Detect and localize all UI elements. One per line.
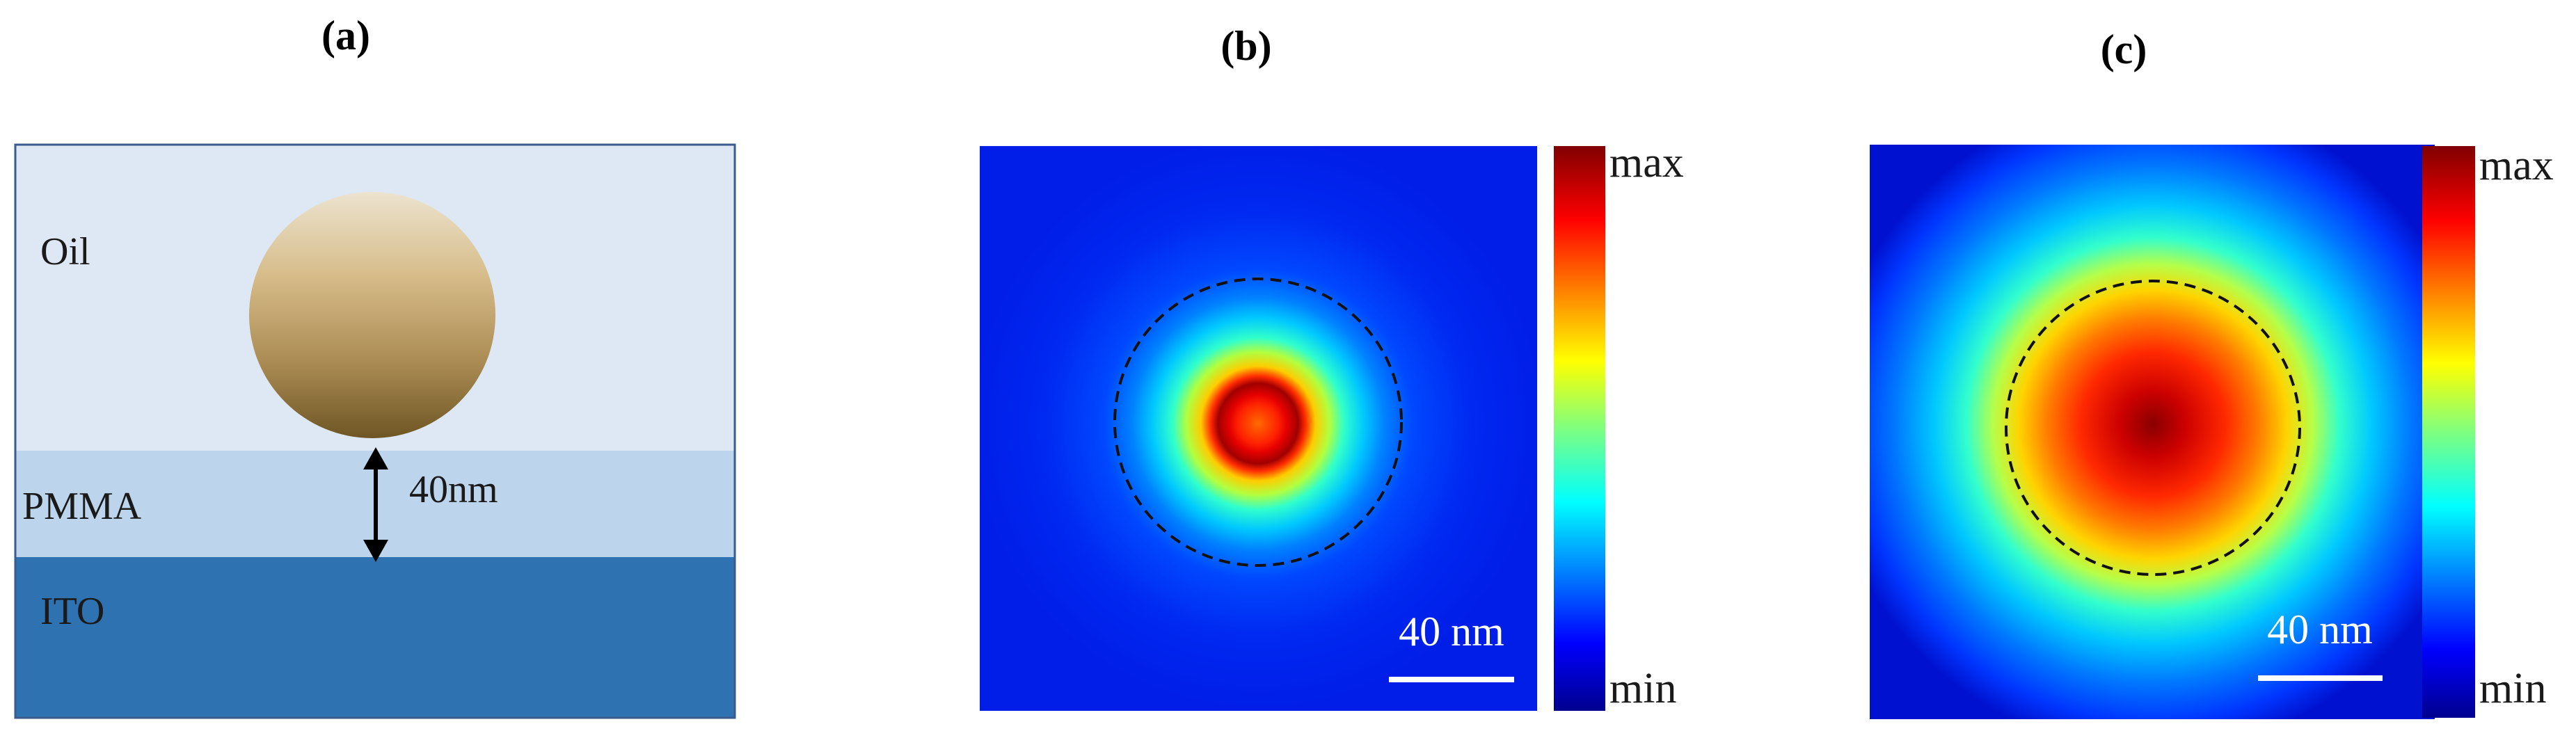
panel-c-label: (c) <box>2101 26 2147 72</box>
ito-label: ITO <box>40 590 104 633</box>
nanoparticle-sphere <box>249 192 495 438</box>
ito-layer <box>15 557 735 718</box>
panel-a-label: (a) <box>321 13 370 58</box>
field-map-b <box>980 146 1537 711</box>
scalebar-label-b: 40 nm <box>1399 609 1504 654</box>
colorbar-min-b: min <box>1609 665 1676 712</box>
gap-double-arrow <box>363 447 388 562</box>
colorbar-b <box>1554 146 1605 711</box>
colorbar-max-b: max <box>1609 139 1684 186</box>
colorbar-min-c: min <box>2479 665 2546 712</box>
panel-c: (c) 40 nm max min <box>1870 26 2554 719</box>
particle-outline-b <box>1113 278 1403 567</box>
particle-outline-c <box>2005 280 2301 576</box>
colorbar-c <box>2422 146 2475 718</box>
layer-frame <box>14 143 736 719</box>
panel-b-label: (b) <box>1221 23 1271 69</box>
scalebar-label-c: 40 nm <box>2267 607 2373 652</box>
oil-label: Oil <box>40 230 90 273</box>
panel-a: (a) Oil PMMA ITO 40nm <box>14 13 736 719</box>
pmma-label: PMMA <box>22 485 142 528</box>
colorbar-max-c: max <box>2479 142 2554 189</box>
field-map-c <box>1870 145 2435 719</box>
panel-b: (b) 40 nm max min <box>980 23 1684 712</box>
gap-distance-label: 40nm <box>409 468 498 511</box>
